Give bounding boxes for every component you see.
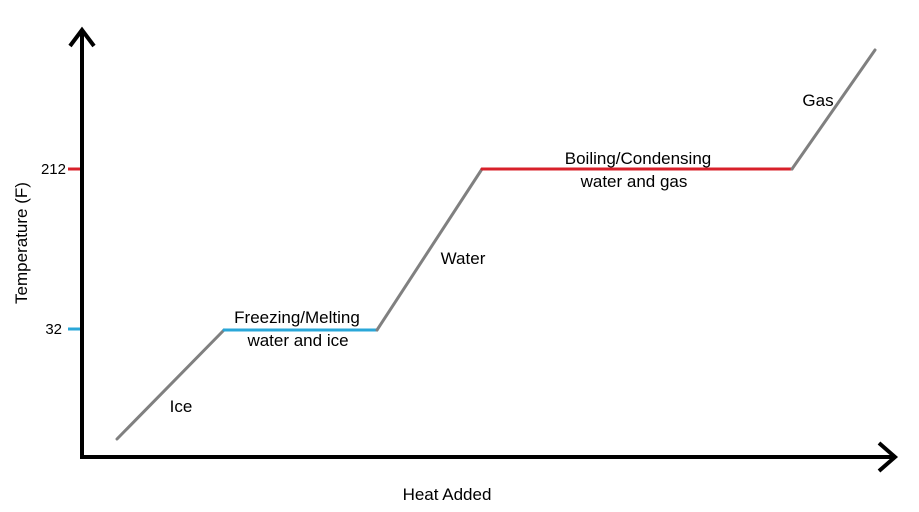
- label-ice: Ice: [170, 397, 193, 416]
- y-tick-32: 32: [45, 321, 80, 338]
- y-axis-arrowhead: [68, 26, 96, 48]
- heating-curve: [115, 48, 877, 441]
- label-boiling-condensing: Boiling/Condensing: [565, 149, 712, 168]
- label-water-and-gas: water and gas: [580, 172, 688, 191]
- y-axis-label: Temperature (F): [12, 182, 31, 304]
- label-freezing-melting: Freezing/Melting: [234, 308, 360, 327]
- segment-gas: [790, 48, 877, 171]
- segment-water: [375, 167, 484, 332]
- label-water-and-ice: water and ice: [246, 331, 348, 350]
- segment-ice: [115, 328, 226, 441]
- y-tick-label-32: 32: [45, 321, 62, 338]
- y-tick-label-212: 212: [41, 161, 66, 178]
- y-tick-212: 212: [41, 161, 80, 178]
- label-water: Water: [441, 249, 486, 268]
- label-gas: Gas: [802, 91, 833, 110]
- axes: [68, 26, 899, 473]
- x-axis-arrowhead: [877, 441, 899, 473]
- x-axis-label: Heat Added: [403, 485, 492, 504]
